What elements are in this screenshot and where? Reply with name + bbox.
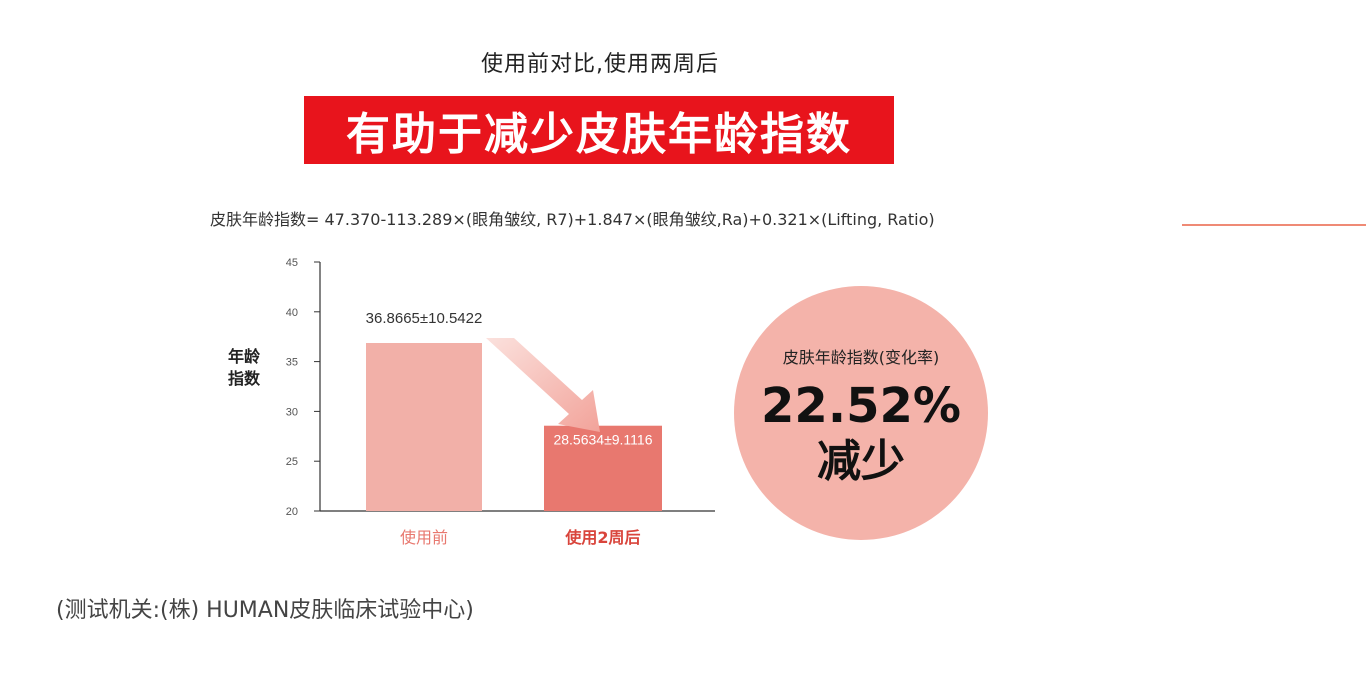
y-tick-label: 25 (286, 456, 298, 468)
y-axis-label: 年龄 指数 (220, 346, 268, 390)
change-rate-value: 22.52% (761, 378, 961, 434)
decorative-line (1182, 224, 1366, 226)
change-rate-circle: 皮肤年龄指数(变化率) 22.52% 减少 (734, 286, 988, 540)
y-tick-label: 30 (286, 406, 298, 418)
data-label: 36.8665±10.5422 (366, 310, 483, 327)
y-tick-label: 20 (286, 506, 298, 518)
x-category-label: 使用2周后 (564, 528, 640, 547)
formula-text: 皮肤年龄指数= 47.370-113.289×(眼角皱纹, R7)+1.847×… (210, 210, 935, 229)
change-rate-direction: 减少 (817, 436, 905, 487)
y-tick-label: 40 (286, 307, 298, 319)
data-label: 28.5634±9.1116 (553, 432, 652, 448)
change-rate-label: 皮肤年龄指数(变化率) (782, 348, 940, 367)
page-subtitle: 使用前对比,使用两周后 (481, 52, 719, 77)
y-axis-label-line-1: 年龄 (227, 347, 260, 366)
y-tick-label: 45 (286, 257, 298, 269)
decrease-arrow (486, 338, 600, 432)
bar (366, 343, 482, 511)
y-tick-label: 35 (286, 357, 298, 369)
page-title: 有助于减少皮肤年龄指数 (346, 109, 852, 160)
bar (544, 425, 662, 511)
title-banner: 有助于减少皮肤年龄指数 (304, 96, 894, 164)
x-category-label: 使用前 (400, 528, 448, 547)
test-institution-note: (测试机关:(株) HUMAN皮肤临床试验中心) (56, 598, 474, 623)
y-axis-label-line-2: 指数 (227, 369, 260, 388)
